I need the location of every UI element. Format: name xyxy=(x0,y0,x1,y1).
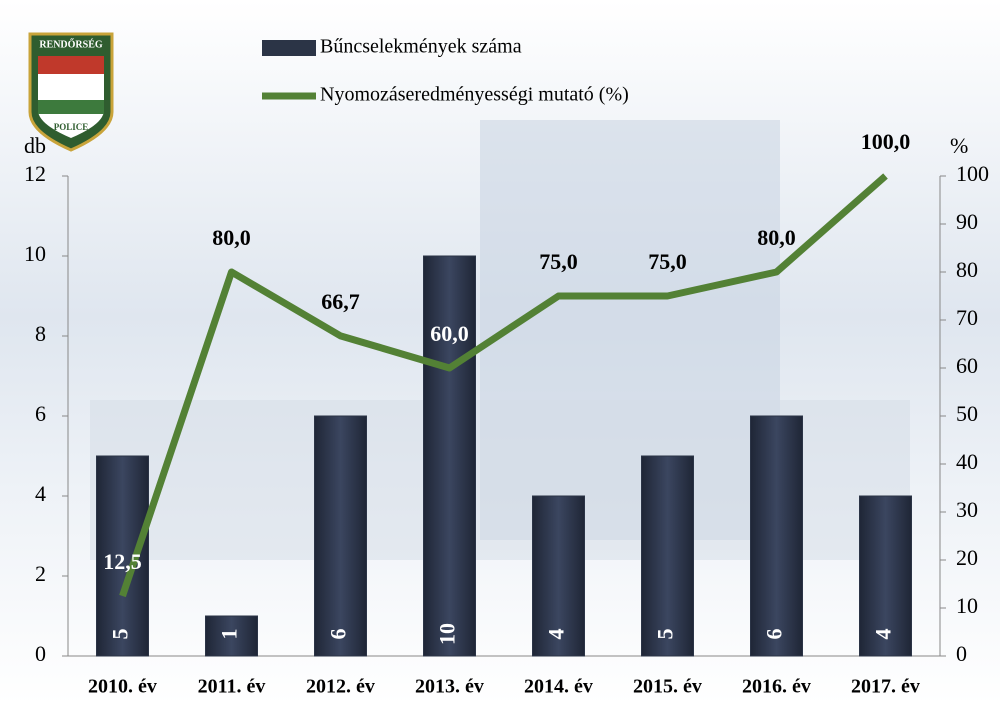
line-value-label: 12,5 xyxy=(103,549,142,574)
bar-value-label: 4 xyxy=(871,629,896,640)
y-tick-label: 10 xyxy=(24,241,46,266)
bar xyxy=(859,495,912,657)
y2-tick-label: 40 xyxy=(956,449,978,474)
bar-value-label: 6 xyxy=(762,629,787,640)
y-tick-label: 0 xyxy=(35,641,46,666)
x-tick-label: 2017. év xyxy=(851,676,920,698)
line-value-label: 75,0 xyxy=(648,249,687,274)
line-value-label: 80,0 xyxy=(212,225,251,250)
bar-value-label: 1 xyxy=(217,629,242,640)
y2-tick-label: 80 xyxy=(956,257,978,282)
bar xyxy=(96,455,149,657)
x-tick-label: 2011. év xyxy=(198,676,266,698)
bar xyxy=(205,615,258,657)
y2-tick-label: 50 xyxy=(956,401,978,426)
x-tick-label: 2012. év xyxy=(306,676,375,698)
legend-label: Bűncselekmények száma xyxy=(320,36,522,58)
bar xyxy=(641,455,694,657)
y2-tick-label: 10 xyxy=(956,593,978,618)
logo: RENDŐRSÉG POLICE xyxy=(28,32,114,152)
logo-text: POLICE xyxy=(54,122,89,132)
y2-tick-label: 90 xyxy=(956,209,978,234)
bar-value-label: 10 xyxy=(435,623,460,645)
bar xyxy=(423,255,476,657)
y2-axis-label: % xyxy=(950,133,968,158)
y2-tick-label: 20 xyxy=(956,545,978,570)
y2-tick-label: 70 xyxy=(956,305,978,330)
logo-text: RENDŐRSÉG xyxy=(39,38,103,50)
x-tick-label: 2016. év xyxy=(742,676,811,698)
bar xyxy=(314,415,367,657)
line-value-label: 75,0 xyxy=(539,249,578,274)
y-tick-label: 12 xyxy=(24,161,46,186)
x-tick-label: 2014. év xyxy=(524,676,593,698)
bar xyxy=(532,495,585,657)
y-axis-label: db xyxy=(24,133,46,158)
line-value-label: 66,7 xyxy=(321,289,360,314)
x-tick-label: 2015. év xyxy=(633,676,702,698)
y-tick-label: 6 xyxy=(35,401,46,426)
line-value-label: 60,0 xyxy=(430,321,469,346)
x-tick-label: 2013. év xyxy=(415,676,484,698)
y2-tick-label: 0 xyxy=(956,641,967,666)
y-tick-label: 2 xyxy=(35,561,46,586)
line-value-label: 80,0 xyxy=(757,225,796,250)
y-tick-label: 8 xyxy=(35,321,46,346)
line-value-label: 100,0 xyxy=(861,129,911,154)
bar-value-label: 6 xyxy=(326,629,351,640)
x-tick-label: 2010. év xyxy=(88,676,157,698)
y2-tick-label: 30 xyxy=(956,497,978,522)
bar-value-label: 4 xyxy=(544,629,569,640)
legend-label: Nyomozáseredményességi mutató (%) xyxy=(320,84,629,106)
line xyxy=(119,173,888,598)
bar-value-label: 5 xyxy=(108,629,133,640)
legend-swatch xyxy=(262,40,316,56)
y-tick-label: 4 xyxy=(35,481,46,506)
y2-tick-label: 60 xyxy=(956,353,978,378)
y2-tick-label: 100 xyxy=(956,161,989,186)
bar-value-label: 5 xyxy=(653,629,678,640)
bar xyxy=(750,415,803,657)
